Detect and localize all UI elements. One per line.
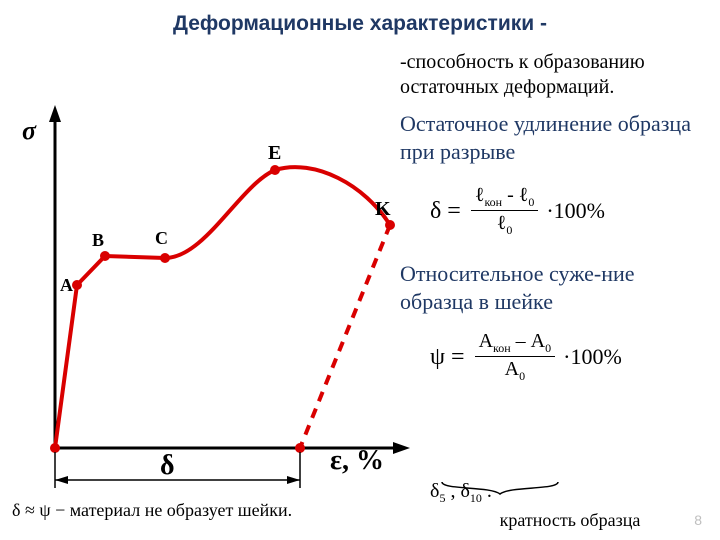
point-label-c: С [155, 228, 168, 249]
formula2-num: Акон – А0 [475, 329, 556, 357]
page-title: Деформационные характеристики - [0, 0, 720, 36]
formula-psi: ψ = Акон – А0 А0 ·100% [430, 329, 710, 384]
curve-markers [50, 165, 395, 453]
formula1-den: ℓ0 [493, 211, 517, 238]
desc1: -способность к образованию остаточных де… [400, 50, 710, 100]
point-label-k: K [375, 198, 391, 221]
bottom-note: δ ≈ ψ − материал не образует шейки. [12, 500, 292, 521]
bottom-right: δ5 , δ10 . кратность образца [430, 480, 710, 531]
curve-solid [55, 167, 390, 448]
formula-delta: δ = ℓкон - ℓ0 ℓ0 ·100% [430, 183, 710, 238]
curve-dashed [300, 225, 390, 448]
sample-multiplicity: кратность образца [430, 510, 710, 531]
page-number: 8 [694, 512, 702, 528]
formula1-tail: ·100% [546, 197, 605, 225]
axis-label-sigma: σ [22, 116, 36, 146]
point-label-b: В [92, 230, 104, 251]
formula2-den: А0 [501, 357, 529, 384]
point-label-a: А [60, 275, 73, 296]
desc2: Остаточное удлинение образца при разрыве [400, 110, 710, 165]
point-label-e: Е [268, 142, 281, 165]
formula2-frac: Акон – А0 А0 [475, 329, 556, 384]
formula1-lhs: δ = [430, 196, 461, 226]
right-panel: -способность к образованию остаточных де… [400, 50, 710, 384]
formula1-num: ℓкон - ℓ0 [471, 183, 539, 211]
axes [49, 105, 410, 454]
brace-icon [430, 480, 570, 498]
formula2-tail: ·100% [563, 343, 622, 371]
formula2-lhs: ψ = [430, 342, 465, 372]
desc3: Относительное суже-ние образца в шейке [400, 260, 710, 315]
delta-dimension [55, 452, 300, 488]
formula1-frac: ℓкон - ℓ0 ℓ0 [471, 183, 539, 238]
delta-label: δ [160, 450, 175, 482]
epsilon-label: ε, % [330, 445, 384, 477]
